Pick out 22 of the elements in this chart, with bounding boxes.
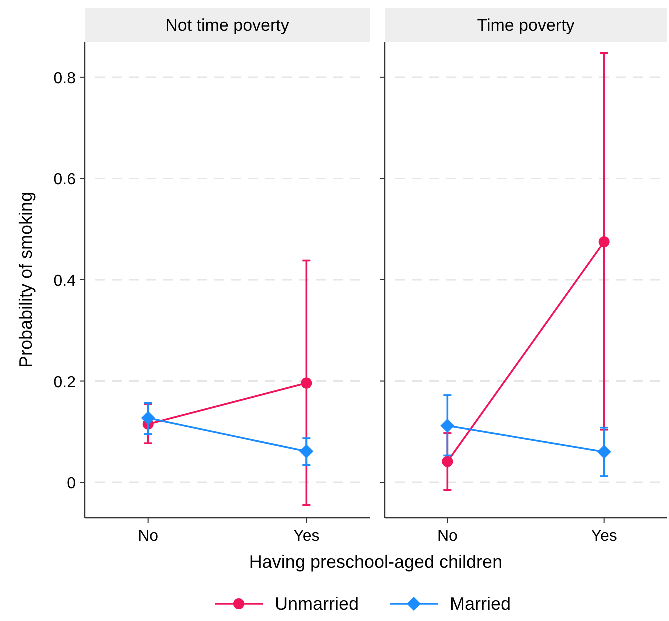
x-tick-label: No [138, 528, 159, 545]
chart-title: Time poverty [477, 16, 576, 35]
y-tick-label: 0.8 [54, 70, 76, 88]
y-tick-label: 0.4 [54, 273, 76, 290]
y-tick-label: 0.2 [54, 374, 76, 392]
x-axis-title: Having preschool-aged children [249, 552, 503, 572]
point [300, 444, 314, 459]
x-tick-label: No [437, 528, 458, 545]
point [301, 378, 312, 389]
x-tick-label: Yes [294, 528, 320, 545]
point [598, 236, 610, 248]
y-tick-label: 0 [67, 476, 76, 493]
point [597, 445, 612, 460]
legend-label: Unmarried [275, 594, 360, 614]
x-tick-label: Yes [591, 528, 618, 545]
y-axis-title: Probability of smoking [16, 192, 36, 368]
point [440, 418, 455, 433]
point [141, 411, 156, 426]
chart-title: Not time poverty [166, 16, 290, 35]
y-tick-label: 0.6 [54, 172, 76, 189]
point [442, 456, 454, 468]
legend-label: Married [450, 594, 512, 614]
